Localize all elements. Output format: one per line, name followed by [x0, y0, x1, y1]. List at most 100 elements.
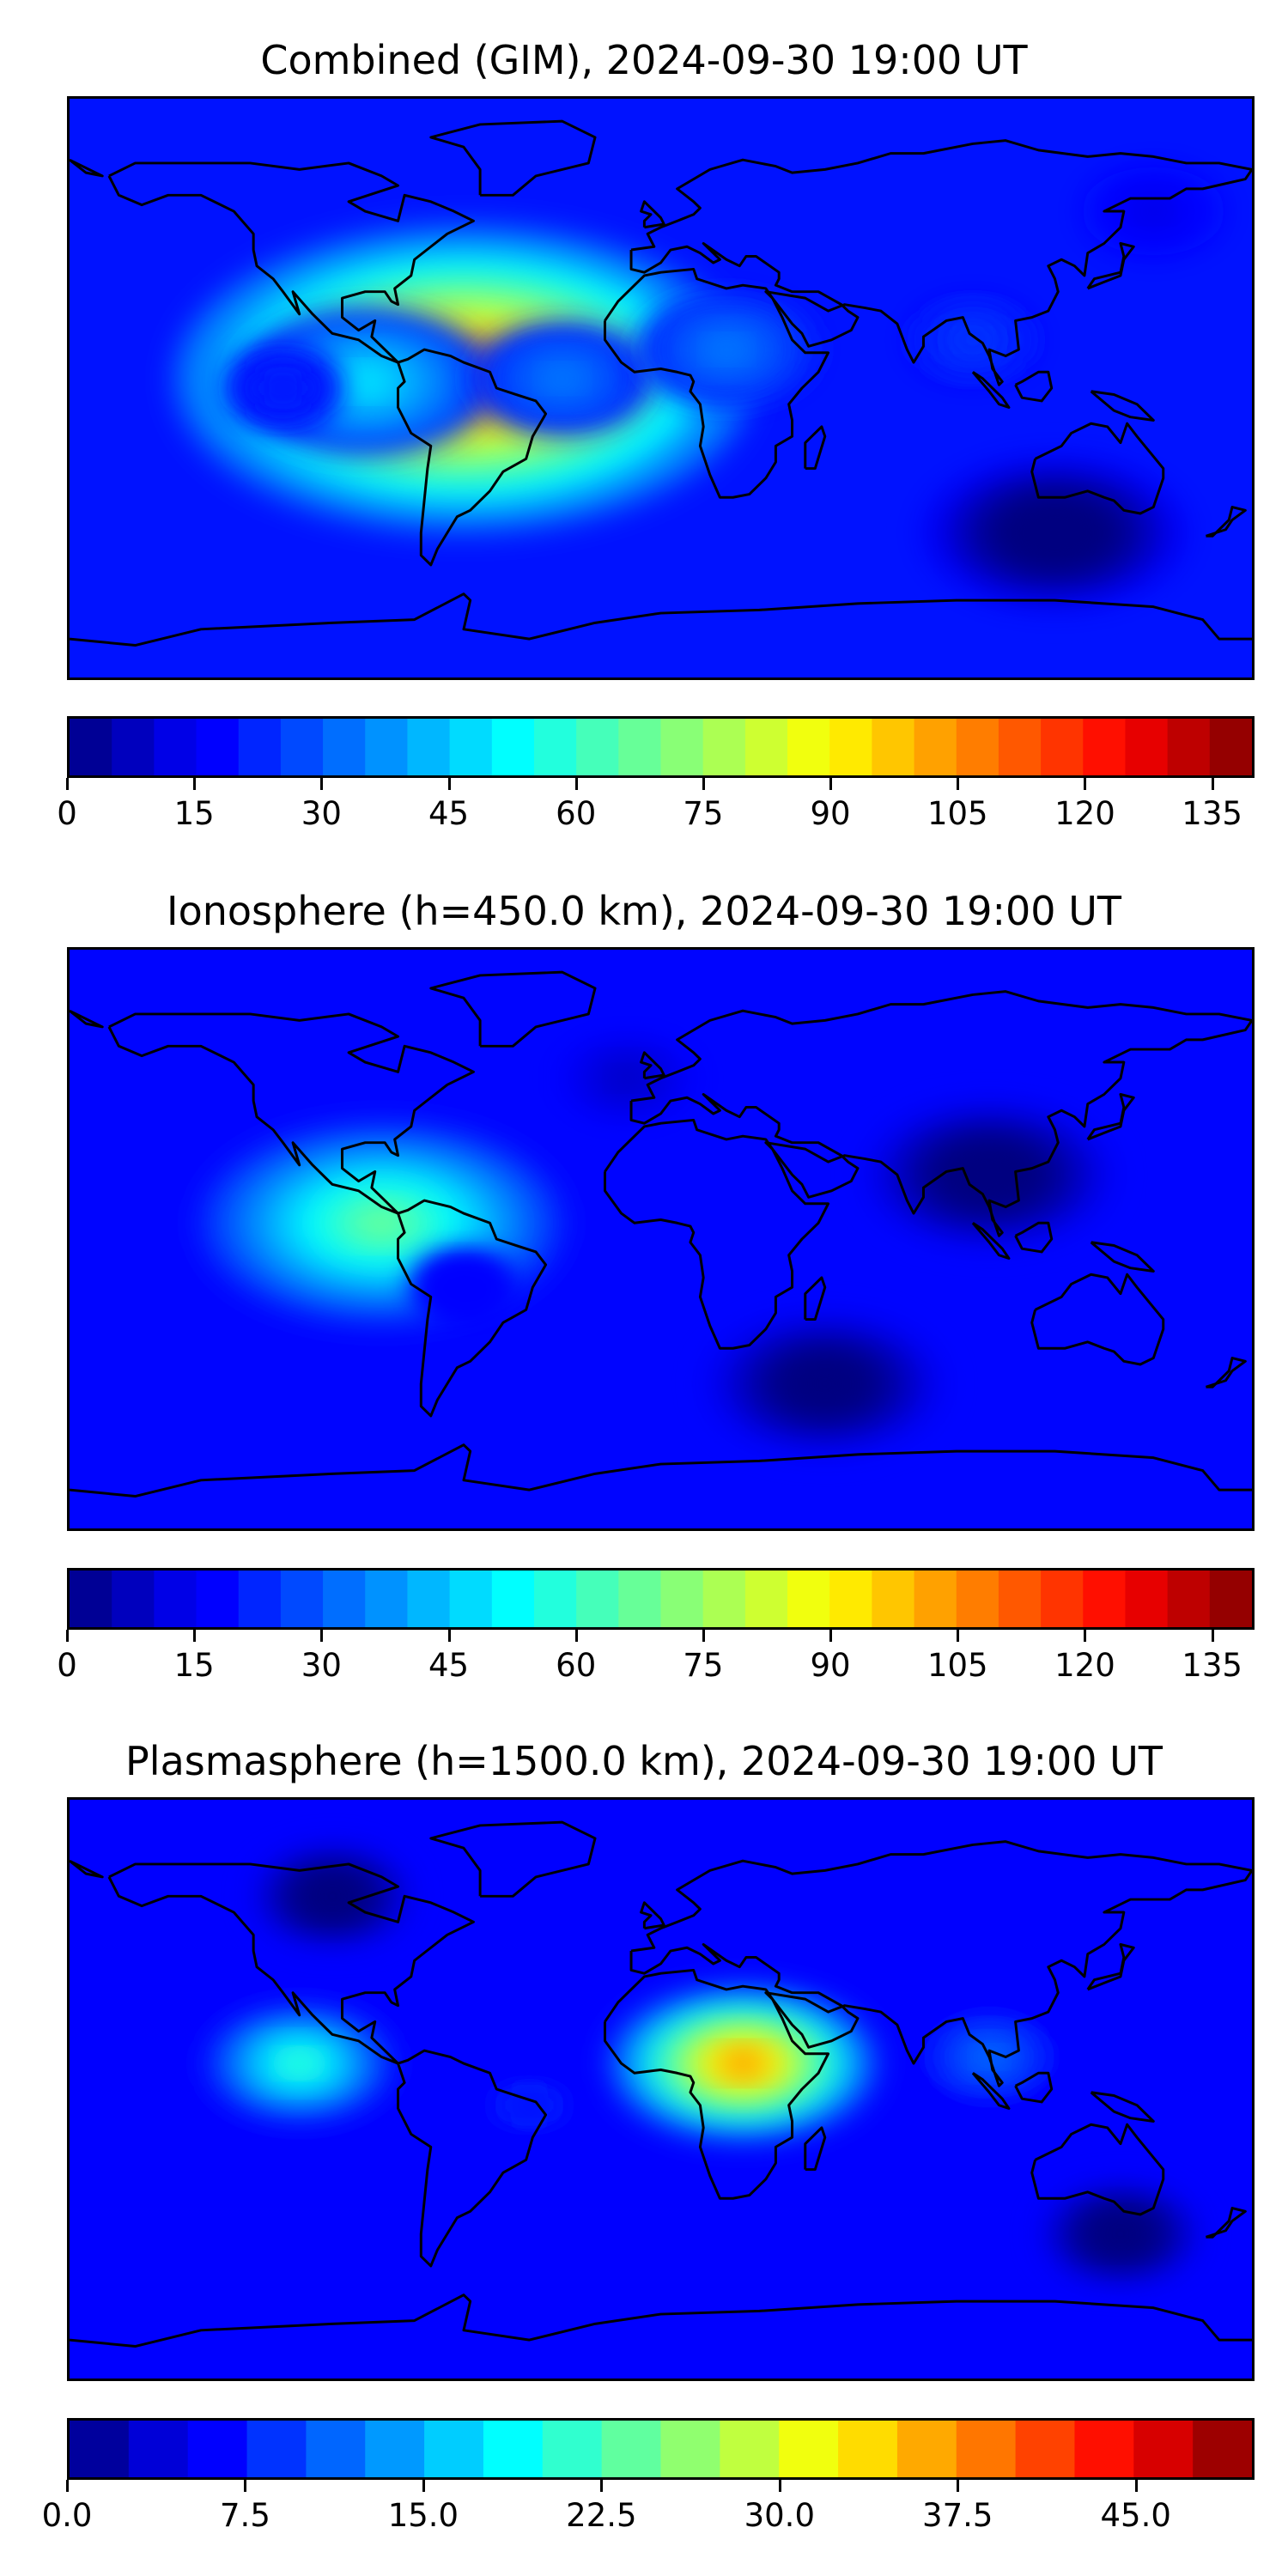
panel-title: Plasmasphere (h=1500.0 km), 2024-09-30 1…: [125, 1738, 1163, 1784]
colorbar-segment: [449, 719, 493, 775]
coastline: [603, 267, 830, 499]
coastline: [70, 1009, 104, 1029]
coastline: [1086, 242, 1135, 290]
tick-label: 15: [173, 1647, 215, 1684]
coastline: [429, 1820, 597, 1898]
coastline: [629, 139, 1252, 386]
coastline: [971, 1222, 1011, 1260]
colorbar-segment: [956, 719, 999, 775]
heatmap-feature: [962, 332, 984, 347]
heatmap-feature: [273, 381, 293, 395]
coastline: [629, 990, 1252, 1237]
colorbar-segment: [70, 2421, 130, 2477]
heatmap-feature: [343, 369, 387, 394]
tick-mark: [1211, 778, 1214, 790]
colorbar-segment: [424, 2421, 484, 2477]
coastline: [1205, 506, 1247, 538]
heatmap-feature: [1108, 2226, 1133, 2242]
colorbar-segment: [70, 1571, 112, 1627]
heatmap-feature: [283, 2054, 315, 2073]
colorbar-segment: [1125, 719, 1169, 775]
colorbar-segment: [533, 1571, 577, 1627]
heatmap-map: [67, 947, 1255, 1531]
tick-mark: [574, 1630, 578, 1642]
heatmap-feature: [805, 1372, 845, 1395]
colorbar-segment: [618, 719, 662, 775]
tick-mark: [66, 2480, 69, 2492]
colorbar: [67, 2418, 1255, 2480]
colorbar-segment: [1041, 719, 1084, 775]
coastline: [397, 2049, 548, 2268]
colorbar-segment: [998, 719, 1042, 775]
coastline: [1030, 422, 1165, 515]
coastline: [70, 1859, 104, 1879]
colorbar-segment: [838, 2421, 898, 2477]
colorbar-segment: [1041, 1571, 1084, 1627]
tick-label: 120: [1054, 795, 1115, 832]
tick-label: 60: [556, 795, 597, 832]
tick-mark: [66, 1630, 69, 1642]
tick-mark: [193, 1630, 197, 1642]
coastline: [1090, 2091, 1155, 2123]
colorbar-segment: [1209, 719, 1252, 775]
tick-label: 0.0: [41, 2497, 93, 2534]
colorbar-segment: [365, 2421, 425, 2477]
colorbar-segment: [660, 2421, 720, 2477]
coastline: [1086, 1093, 1135, 1141]
coastline: [1030, 2123, 1165, 2216]
heatmap-feature: [351, 1206, 412, 1240]
tick-mark: [447, 778, 451, 790]
colorbar-segment: [787, 1571, 830, 1627]
coastline: [971, 2072, 1011, 2110]
tick-label: 90: [810, 1647, 851, 1684]
tick-mark: [1084, 1630, 1087, 1642]
colorbar-segment: [154, 1571, 197, 1627]
coastline: [107, 1012, 475, 1215]
colorbar: [67, 1568, 1255, 1630]
colorbar-segment: [1083, 1571, 1127, 1627]
colorbar-segment: [128, 2421, 189, 2477]
tick-mark: [193, 778, 197, 790]
heatmap-map: [67, 96, 1255, 680]
coastline: [429, 119, 597, 197]
colorbar-segment: [1083, 719, 1127, 775]
colorbar-segment: [483, 2421, 544, 2477]
colorbar-segment: [720, 2421, 780, 2477]
tick-label: 0: [57, 795, 77, 832]
tick-mark: [957, 1630, 960, 1642]
colorbar-segment: [956, 2421, 1017, 2477]
heatmap-feature: [547, 369, 578, 388]
heatmap-plot: [70, 99, 1252, 677]
colorbar-segment: [702, 1571, 746, 1627]
colorbar-segment: [896, 2421, 957, 2477]
tick-label: 135: [1182, 795, 1242, 832]
colorbar-segment: [618, 1571, 662, 1627]
tick-label: 45.0: [1100, 2497, 1171, 2534]
coastline: [603, 1968, 830, 2200]
tick-label: 60: [556, 1647, 597, 1684]
tick-mark: [702, 778, 705, 790]
coastline: [640, 1051, 665, 1080]
panel-title: Combined (GIM), 2024-09-30 19:00 UT: [260, 37, 1028, 83]
coastline: [70, 158, 104, 178]
coastline: [429, 970, 597, 1048]
colorbar-segment: [306, 2421, 366, 2477]
tick-label: 30.0: [744, 2497, 815, 2534]
colorbar-segment: [196, 1571, 240, 1627]
coastline: [1090, 390, 1155, 422]
tick-label: 45: [428, 1647, 470, 1684]
tick-label: 75: [683, 795, 724, 832]
colorbar-segment: [829, 1571, 872, 1627]
colorbar-segment: [280, 1571, 324, 1627]
coastline: [70, 2293, 1252, 2348]
tick-mark: [829, 778, 833, 790]
tick-mark: [600, 2480, 604, 2492]
colorbar-segment: [956, 1571, 999, 1627]
coastline: [1014, 1221, 1054, 1254]
heatmap-feature: [455, 1281, 472, 1293]
tick-label: 37.5: [922, 2497, 993, 2534]
coastline: [1014, 2071, 1054, 2104]
colorbar-segment: [576, 719, 619, 775]
tick-mark: [447, 1630, 451, 1642]
colorbar-segment: [323, 1571, 366, 1627]
